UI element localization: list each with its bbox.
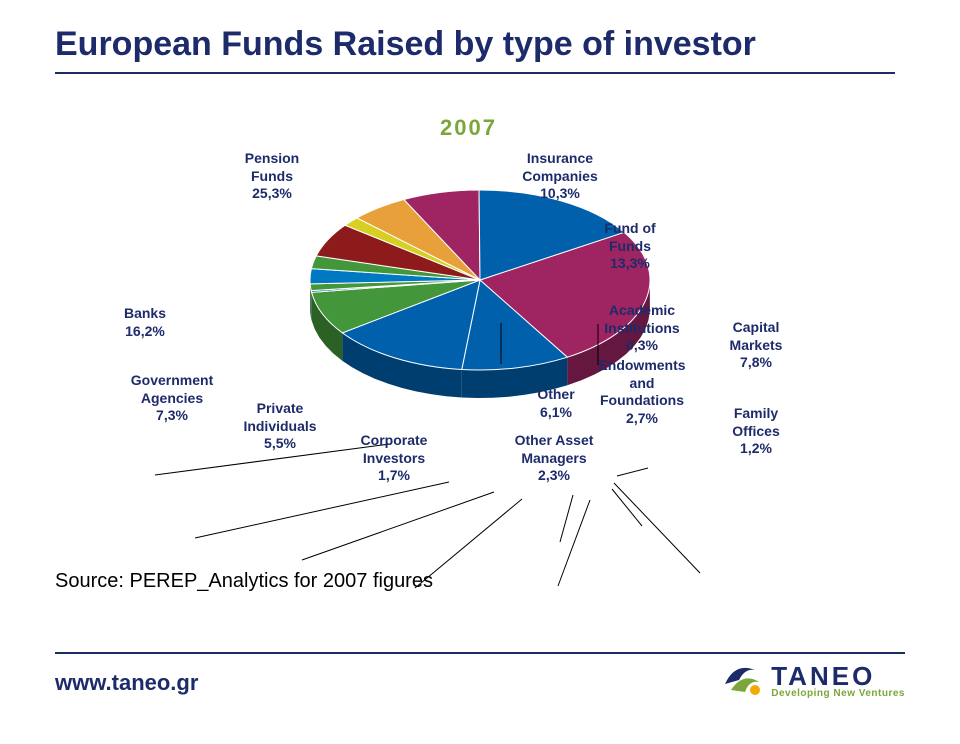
title-underline bbox=[55, 72, 895, 74]
logo: TANEO Developing New Ventures bbox=[721, 660, 905, 702]
chart-label: InsuranceCompanies10,3% bbox=[500, 150, 620, 203]
chart-year: 2007 bbox=[440, 115, 497, 141]
chart-label: PrivateIndividuals5,5% bbox=[220, 400, 340, 453]
chart-label: Banks16,2% bbox=[85, 305, 205, 340]
chart-label: Fund ofFunds13,3% bbox=[570, 220, 690, 273]
chart-label: CorporateInvestors1,7% bbox=[334, 432, 454, 485]
logo-icon bbox=[721, 660, 763, 702]
footer: www.taneo.gr TANEO Developing New Ventur… bbox=[55, 652, 905, 704]
chart-label: FamilyOffices1,2% bbox=[696, 405, 816, 458]
chart-label: PensionFunds25,3% bbox=[212, 150, 332, 203]
chart-label: AcademicInstitutions0,3% bbox=[582, 302, 702, 355]
site-url: www.taneo.gr bbox=[55, 670, 198, 696]
chart-label: CapitalMarkets7,8% bbox=[696, 319, 816, 372]
chart-label: GovernmentAgencies7,3% bbox=[112, 372, 232, 425]
page-title: European Funds Raised by type of investo… bbox=[55, 25, 756, 64]
chart-label: Other6,1% bbox=[496, 386, 616, 421]
logo-main: TANEO bbox=[771, 663, 905, 689]
logo-sub: Developing New Ventures bbox=[771, 689, 905, 699]
source-text: Source: PEREP_Analytics for 2007 figures bbox=[55, 570, 433, 593]
chart-label: Other AssetManagers2,3% bbox=[494, 432, 614, 485]
